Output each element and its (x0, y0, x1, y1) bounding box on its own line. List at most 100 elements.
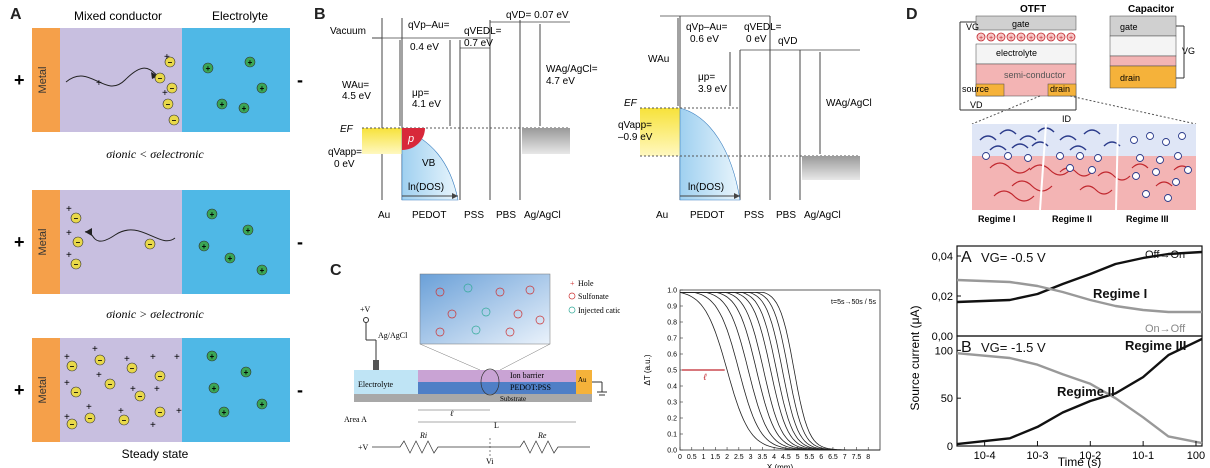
polymer-chain (1019, 135, 1037, 141)
transient-curve (680, 291, 880, 451)
cation-marker (208, 382, 220, 394)
p-region-label: p (407, 133, 414, 145)
qvapp-value: –0.9 eV (618, 132, 653, 143)
y-tick-label: 0 (947, 441, 953, 453)
energy-diagram-right: WAu qVp–Au= 0.6 eV qVEDL= 0 eV qVD μp= 3… (618, 15, 872, 221)
x-tick-label: 10-1 (1132, 450, 1154, 462)
gate-charges: + + + + + + + + + + (976, 32, 1076, 42)
qvedl-label: qVEDL= (464, 26, 502, 37)
circuit-plus-v: +V (358, 443, 369, 452)
cation-marker (206, 208, 218, 220)
anion-marker (70, 258, 82, 270)
plot-a-title: VG= -0.5 V (981, 250, 1046, 265)
cap-drain-label: drain (1120, 73, 1140, 83)
cation-marker (202, 62, 214, 74)
svg-text:–: – (122, 416, 127, 425)
gate-charge-marker (1036, 32, 1046, 42)
hole-marker: + (150, 352, 156, 363)
panel-d-device-schematic: OTFT Capacitor gate + + + + + + + + + + electroly… (959, 4, 1197, 224)
particle-marker (481, 307, 491, 317)
svg-text:–: – (170, 84, 175, 93)
svg-text:–: – (74, 260, 79, 269)
polymer-chain (1069, 145, 1087, 151)
hole-marker: + (96, 78, 102, 89)
transient-curve (680, 291, 880, 451)
svg-text:+: + (244, 368, 249, 377)
qvapp-value: 0 eV (334, 159, 355, 170)
qvp-au-label: qVp–Au= (686, 22, 728, 33)
cation-marker (240, 366, 252, 378)
mu-p-label: μp= (698, 72, 715, 83)
current-curve (956, 250, 1203, 304)
plot-b-regime3-label: Regime III (1125, 338, 1186, 353)
cation-marker (1174, 152, 1182, 160)
gate-charge-marker (976, 32, 986, 42)
anion-marker (72, 236, 84, 248)
w-agagcl-label: WAg/AgCl= (546, 64, 598, 75)
ln-dos-label: ln(DOS) (688, 182, 724, 193)
transient-curve (680, 291, 880, 451)
regime-illustrations (979, 127, 1192, 202)
svg-text:–: – (158, 74, 163, 83)
svg-text:–: – (138, 392, 143, 401)
y-tick-label: 0,02 (932, 291, 953, 303)
y-tick-label: 0.9 (667, 304, 677, 311)
svg-text:+: + (979, 35, 983, 42)
svg-text:+: + (210, 352, 215, 361)
anion-marker (126, 362, 138, 374)
capacitor-label: Capacitor (1128, 4, 1174, 15)
mu-p-value: 3.9 eV (698, 84, 727, 95)
svg-text:+: + (999, 35, 1003, 42)
svg-text:+: + (248, 58, 253, 67)
qvd-label: qVD (778, 36, 797, 47)
cation-marker (1162, 138, 1170, 146)
layer-au: Au (378, 210, 390, 221)
svg-text:–: – (158, 408, 163, 417)
anion-marker (66, 360, 78, 372)
panel-c-label: C (330, 262, 342, 279)
gate-charge-marker (1006, 32, 1016, 42)
svg-text:–: – (70, 420, 75, 429)
cap-vg-label: VG (1182, 46, 1195, 56)
minus-terminal: - (297, 232, 303, 252)
svg-text:+: + (206, 64, 211, 73)
svg-text:+: + (1069, 35, 1073, 42)
x-tick-label: 3 (749, 454, 753, 461)
cation-marker (1094, 154, 1102, 162)
svg-text:+: + (1009, 35, 1013, 42)
polymer-chain (1103, 141, 1121, 147)
off-on-label: Off→On (1145, 249, 1185, 261)
l-label: L (494, 421, 499, 430)
polymer-chain (1059, 167, 1093, 177)
layer-au: Au (656, 210, 668, 221)
hole-marker: + (64, 378, 70, 389)
x-tick-label: 2 (725, 454, 729, 461)
cation-marker (256, 82, 268, 94)
svg-text:–: – (130, 364, 135, 373)
mixed-conductor-header: Mixed conductor (74, 9, 162, 23)
x-tick-label: 0 (678, 454, 682, 461)
x-tick-label: 2.5 (734, 454, 744, 461)
polymer-chain (979, 135, 997, 141)
cation-marker (1132, 172, 1140, 180)
gate-charge-marker (1016, 32, 1026, 42)
anion-marker (84, 412, 96, 424)
substrate-label: Substrate (500, 395, 526, 403)
svg-text:+: + (220, 100, 225, 109)
cation-marker (216, 98, 228, 110)
anion-marker (70, 212, 82, 224)
svg-text:+: + (228, 254, 233, 263)
cation-marker (1142, 190, 1150, 198)
hole-marker: + (96, 370, 102, 381)
x-tick-label: 6 (819, 454, 823, 461)
gate-label: gate (1012, 19, 1030, 29)
qvapp-label: qVapp= (618, 120, 652, 131)
particle-marker (463, 283, 473, 293)
particle-marker (495, 287, 505, 297)
hole-marker: + (66, 204, 72, 215)
polymer-chain (1155, 181, 1173, 187)
anion-marker (70, 386, 82, 398)
anion-marker (66, 418, 78, 430)
y-tick-label: 0.2 (667, 416, 677, 423)
cation-marker (238, 102, 250, 114)
